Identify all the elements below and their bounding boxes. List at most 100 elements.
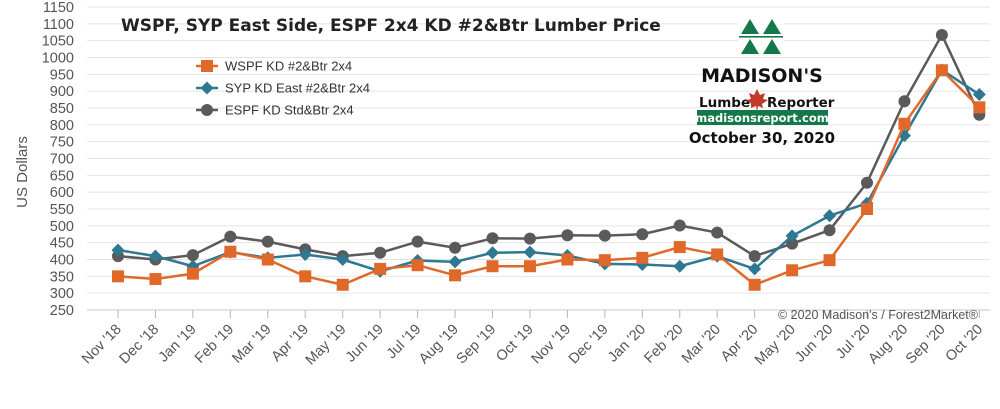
legend: WSPF KD #2&Btr 2x4 SYP KD East #2&Btr 2x4… — [196, 59, 370, 118]
data-point — [261, 235, 274, 248]
logo-sub-right: Reporter — [767, 95, 835, 111]
data-point — [486, 232, 499, 245]
data-point — [823, 209, 837, 223]
data-point — [149, 273, 162, 286]
legend-item: ESPF KD Std&Btr 2x4 — [196, 103, 354, 118]
data-point — [523, 245, 537, 259]
y-tick-label: 1050 — [42, 34, 74, 50]
x-tick-label: May '20 — [752, 322, 799, 369]
data-point — [299, 270, 312, 283]
data-point — [186, 249, 199, 262]
data-point — [449, 269, 462, 282]
x-tick-label: Nov '18 — [79, 322, 125, 368]
data-point — [561, 229, 574, 242]
data-point — [374, 262, 387, 275]
y-axis-label: US Dollars — [14, 136, 31, 208]
y-tick-label: 350 — [50, 269, 74, 285]
data-point — [748, 262, 762, 276]
data-point — [711, 248, 724, 261]
data-point — [748, 250, 761, 263]
x-tick-label: Nov '19 — [528, 322, 574, 368]
logo-url: madisonsreport.com — [695, 111, 829, 125]
legend-label: ESPF KD Std&Btr 2x4 — [225, 103, 354, 118]
x-tick-label: Aug '19 — [416, 322, 462, 368]
y-tick-label: 300 — [50, 286, 74, 302]
x-tick-label: Oct '20 — [943, 322, 986, 365]
y-tick-label: 800 — [50, 118, 74, 134]
y-tick-label: 700 — [50, 152, 74, 168]
legend-item: WSPF KD #2&Btr 2x4 — [196, 59, 352, 74]
legend-marker — [201, 60, 213, 72]
data-point — [298, 247, 312, 261]
data-point — [898, 117, 911, 130]
data-point — [898, 95, 911, 108]
data-point — [973, 101, 986, 114]
data-point — [748, 278, 761, 291]
legend-marker — [201, 104, 213, 116]
series-line — [117, 69, 981, 286]
data-point — [673, 259, 687, 273]
y-axis: 2503003504004505005506006507007508008509… — [42, 0, 74, 319]
x-tick-label: Sep '19 — [454, 322, 500, 368]
data-point — [111, 243, 125, 257]
y-tick-label: 250 — [50, 303, 74, 319]
madisons-emblem — [738, 16, 784, 56]
data-point — [224, 230, 237, 243]
y-tick-label: 1100 — [43, 17, 74, 33]
data-point — [711, 226, 724, 239]
data-point — [786, 237, 799, 250]
data-point — [486, 260, 499, 273]
data-point — [561, 253, 574, 266]
data-point — [861, 176, 873, 189]
x-tick-label: Mar '20 — [679, 322, 724, 367]
y-tick-label: 850 — [50, 101, 74, 117]
data-point — [861, 203, 873, 215]
data-point — [374, 246, 387, 259]
data-point — [935, 28, 948, 41]
data-point — [224, 245, 237, 258]
data-point — [823, 254, 836, 267]
y-tick-label: 750 — [50, 135, 74, 151]
data-point — [673, 241, 686, 254]
data-point — [523, 260, 536, 273]
logo-sub-left: Lumber — [699, 95, 757, 111]
series-1 — [111, 63, 986, 278]
y-tick-label: 650 — [50, 168, 74, 184]
maple-leaf-icon — [746, 89, 768, 112]
x-tick-label: Feb '19 — [192, 322, 237, 367]
data-point — [636, 228, 649, 241]
data-point — [785, 229, 799, 243]
madisons-logo: MADISON'S Lumber Reporter madisonsreport… — [689, 16, 835, 147]
data-point — [186, 267, 199, 280]
x-tick-label: Jan '20 — [605, 322, 649, 366]
data-point — [336, 278, 349, 291]
logo-url-banner — [697, 110, 828, 125]
data-point — [598, 254, 611, 267]
data-point — [972, 88, 986, 102]
legend-label: WSPF KD #2&Btr 2x4 — [225, 59, 352, 74]
y-tick-label: 400 — [50, 253, 74, 269]
y-tick-label: 450 — [50, 236, 74, 252]
y-tick-label: 500 — [50, 219, 74, 235]
copyright-credit: © 2020 Madison's / Forest2Market® — [778, 308, 979, 322]
x-tick-label: Aug '20 — [866, 322, 912, 368]
data-point — [112, 270, 124, 283]
data-point — [411, 259, 424, 272]
logo-brand: MADISON'S — [701, 65, 823, 87]
data-point — [823, 224, 836, 237]
series-line — [117, 68, 981, 273]
y-tick-label: 1150 — [43, 0, 74, 16]
legend-marker — [200, 81, 214, 95]
legend-item: SYP KD East #2&Btr 2x4 — [196, 81, 370, 96]
legend-label: SYP KD East #2&Btr 2x4 — [225, 81, 370, 96]
data-point — [673, 219, 686, 232]
y-tick-label: 950 — [50, 67, 74, 83]
x-tick-label: Dec '18 — [117, 322, 163, 368]
y-tick-label: 900 — [50, 84, 74, 100]
series-0 — [112, 64, 986, 291]
data-point — [448, 255, 462, 269]
data-point — [786, 264, 799, 277]
gridlines — [87, 6, 990, 311]
x-tick-label: Sep '20 — [903, 322, 949, 368]
